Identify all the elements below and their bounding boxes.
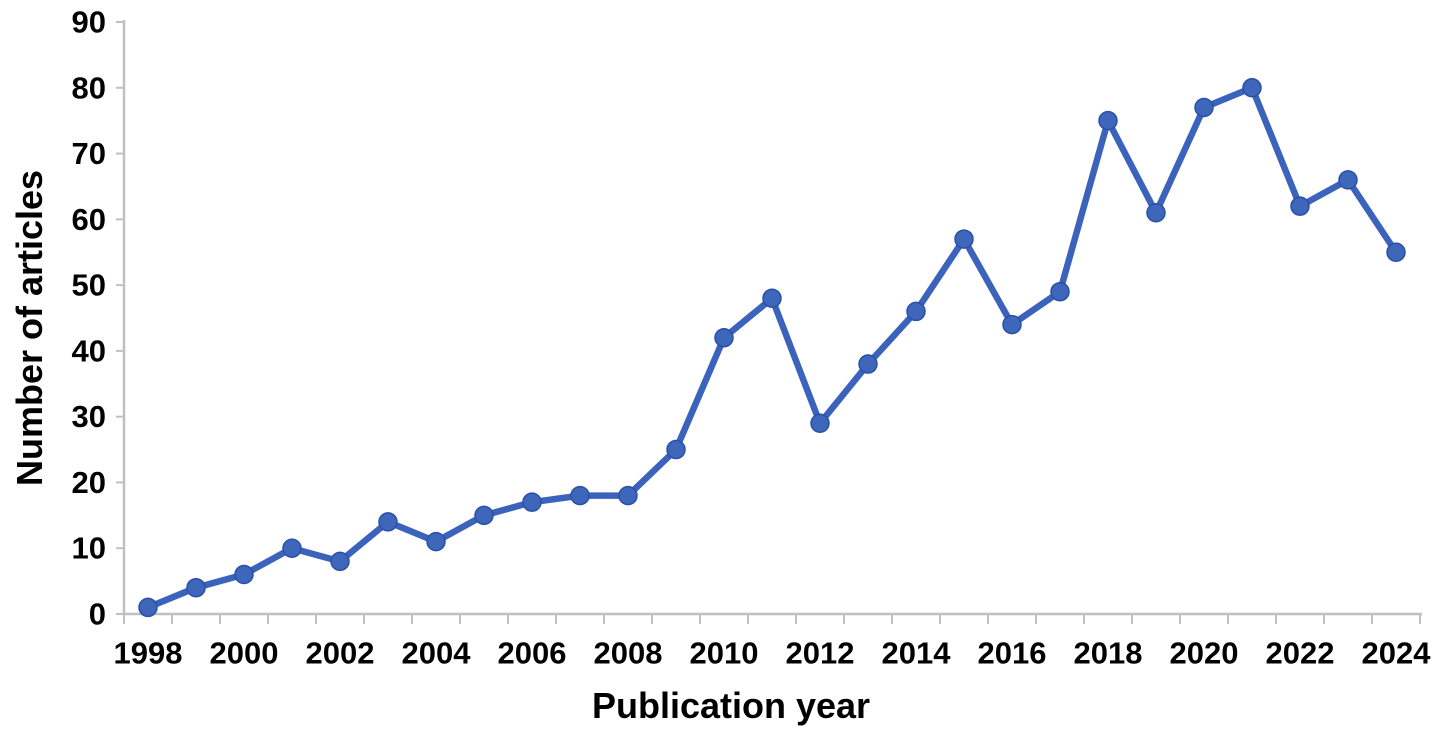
data-point-2019 xyxy=(1146,203,1166,223)
y-tick-label: 30 xyxy=(72,399,106,434)
y-tick-label: 0 xyxy=(89,597,106,632)
x-tick-label: 2018 xyxy=(1074,636,1143,671)
data-point-2002 xyxy=(330,551,350,572)
x-tick-label: 2024 xyxy=(1362,636,1432,671)
x-tick-label: 2012 xyxy=(786,636,855,671)
data-point-2024 xyxy=(1386,242,1406,262)
data-point-2014 xyxy=(906,301,926,322)
x-tick-label: 2022 xyxy=(1266,636,1335,671)
x-tick-label: 2004 xyxy=(402,636,472,671)
y-tick-label: 40 xyxy=(72,333,106,368)
y-tick-label: 10 xyxy=(72,531,106,566)
data-point-2007 xyxy=(570,485,590,506)
data-point-2012 xyxy=(810,413,830,433)
x-tick-label: 2000 xyxy=(210,636,279,671)
data-point-2023 xyxy=(1338,170,1358,190)
x-tick-label: 2002 xyxy=(306,636,375,671)
y-tick-label: 70 xyxy=(72,136,106,171)
y-tick-label: 20 xyxy=(72,465,106,500)
x-tick-label: 1998 xyxy=(114,636,183,671)
data-point-2011 xyxy=(762,288,782,309)
data-point-1998 xyxy=(138,597,158,618)
data-point-2016 xyxy=(1002,314,1022,335)
data-point-2010 xyxy=(714,327,734,348)
data-point-2000 xyxy=(234,564,254,585)
data-point-2017 xyxy=(1050,281,1070,302)
data-point-2021 xyxy=(1242,78,1262,98)
x-tick-label: 2014 xyxy=(882,636,952,671)
x-tick-label: 2010 xyxy=(690,636,759,671)
y-tick-label: 50 xyxy=(72,268,106,303)
data-point-2005 xyxy=(474,505,494,526)
data-point-1999 xyxy=(186,577,206,598)
x-tick-label: 2020 xyxy=(1170,636,1239,671)
data-point-2022 xyxy=(1290,196,1310,216)
data-point-2003 xyxy=(378,512,398,532)
x-axis-title: Publication year xyxy=(592,685,870,726)
y-tick-label: 90 xyxy=(72,5,106,40)
data-point-2018 xyxy=(1098,110,1118,131)
data-point-2020 xyxy=(1194,97,1214,118)
data-point-2015 xyxy=(954,229,974,249)
y-tick-label: 80 xyxy=(72,70,106,105)
data-point-2008 xyxy=(618,485,638,506)
data-point-2001 xyxy=(282,538,302,558)
y-tick-label: 60 xyxy=(72,202,106,237)
series-line xyxy=(144,84,1400,611)
data-point-2013 xyxy=(858,354,878,374)
x-tick-label: 2016 xyxy=(978,636,1047,671)
x-tick-label: 2008 xyxy=(594,636,663,671)
y-axis-title: Number of articles xyxy=(9,170,50,486)
x-tick-label: 2006 xyxy=(498,636,567,671)
data-point-2004 xyxy=(426,531,446,552)
data-point-2006 xyxy=(522,492,542,512)
data-point-2009 xyxy=(666,439,686,460)
